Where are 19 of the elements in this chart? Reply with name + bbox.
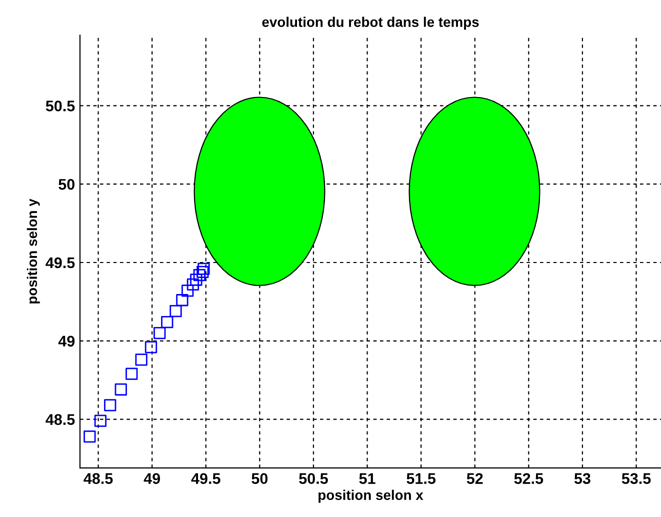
x-tick-label: 53.5 — [622, 473, 651, 484]
x-tick-label: 48.5 — [84, 473, 113, 484]
y-tick-label: 48.5 — [46, 414, 75, 425]
y-axis-title: position selon y — [26, 198, 40, 304]
x-tick-label: 49.5 — [191, 473, 220, 484]
x-tick-label: 50.5 — [299, 473, 328, 484]
x-tick-label: 51 — [359, 473, 376, 484]
chart-title: evolution du rebot dans le temps — [262, 16, 479, 30]
y-tick-label: 50.5 — [46, 100, 75, 112]
x-tick-label: 52 — [466, 473, 483, 484]
x-tick-label: 49 — [144, 473, 160, 484]
y-tick-label: 49.5 — [46, 257, 75, 268]
x-tick-label: 52.5 — [514, 473, 544, 484]
y-tick-label: 50 — [58, 178, 74, 190]
x-tick-label: 53 — [574, 473, 590, 484]
x-axis-title: position selon x — [318, 490, 424, 503]
x-tick-label: 50 — [252, 473, 268, 484]
y-tick-label: 49 — [58, 336, 75, 347]
x-tick-label: 51.5 — [406, 473, 436, 484]
